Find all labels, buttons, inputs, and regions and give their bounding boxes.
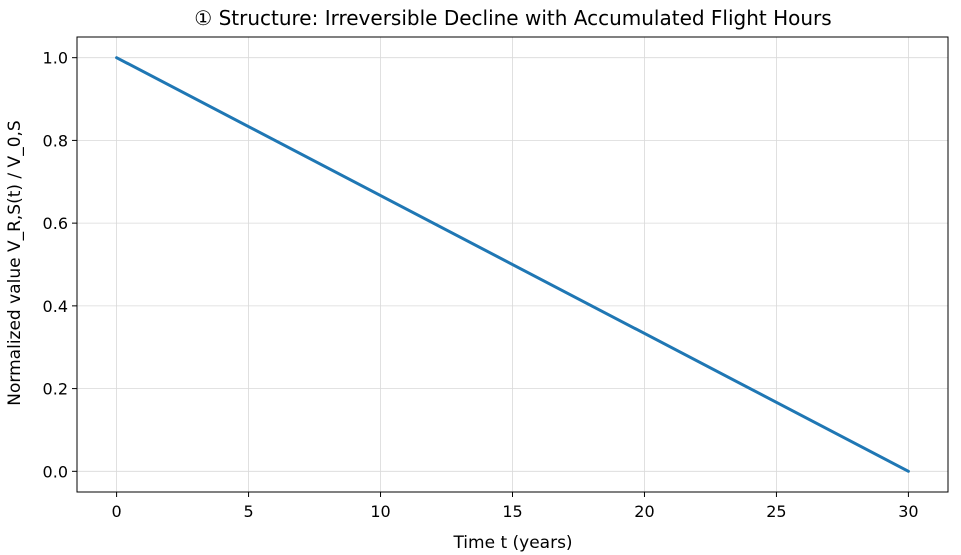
- x-tick-label: 30: [898, 502, 918, 521]
- y-tick-label: 0.0: [43, 462, 68, 481]
- x-tick-label: 10: [370, 502, 390, 521]
- y-axis: 0.0 0.2 0.4 0.6 0.8 1.0: [43, 49, 77, 481]
- x-axis-label: Time t (years): [452, 533, 572, 553]
- x-tick-label: 0: [111, 502, 121, 521]
- y-tick-label: 0.8: [43, 131, 68, 150]
- y-tick-label: 1.0: [43, 49, 68, 68]
- x-tick-label: 20: [634, 502, 654, 521]
- chart-title: ① Structure: Irreversible Decline with A…: [194, 6, 831, 30]
- x-axis: 0 5 10 15 20 25 30: [111, 492, 919, 521]
- series-layer: [115, 56, 910, 473]
- x-tick-label: 15: [502, 502, 522, 521]
- x-tick-label: 25: [766, 502, 786, 521]
- x-tick-label: 5: [243, 502, 253, 521]
- series-line: [115, 56, 910, 473]
- y-tick-label: 0.2: [43, 380, 68, 399]
- y-tick-label: 0.4: [43, 297, 68, 316]
- y-axis-label: Normalized value V_R,S(t) / V_0,S: [5, 120, 25, 405]
- y-tick-label: 0.6: [43, 214, 68, 233]
- grid: [77, 37, 948, 492]
